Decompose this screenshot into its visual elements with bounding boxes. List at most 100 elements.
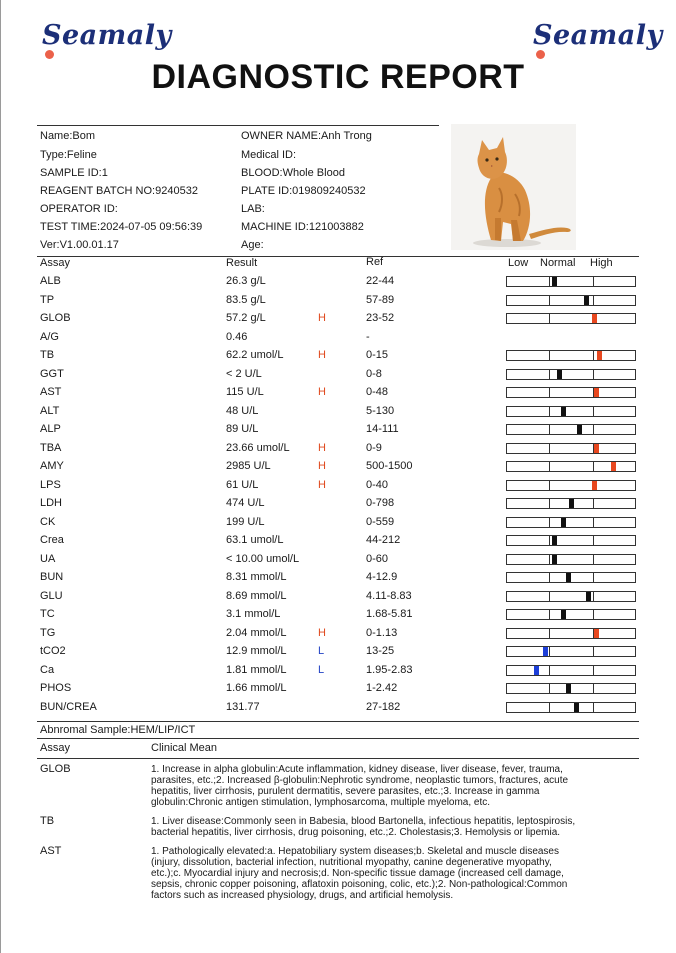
column-header-high: High [590,257,613,269]
assay-name: TP [40,293,55,306]
assay-name: BUN/CREA [40,700,97,713]
result-value: 3.1 mmol/L [226,608,281,620]
result-value: 8.69 mmol/L [226,589,287,602]
range-gauge [506,646,636,657]
gauge-divider [549,554,550,564]
assay-name: TG [40,626,56,639]
result-value: 8.31 mmol/L [226,571,287,583]
range-gauge [506,572,636,583]
range-gauge [506,424,636,435]
clinical-top-rule [37,738,639,739]
report-title: DIAGNOSTIC REPORT [151,58,525,96]
result-row: LDH 474 U/L 0-798 [0,495,676,513]
gauge-divider [593,702,594,712]
logo-text: Seamaly [533,20,663,51]
reference-range: 44-212 [366,534,401,546]
reference-range: 0-798 [366,497,395,509]
reference-range: 5-130 [366,404,395,417]
reference-range: 0-9 [366,441,382,454]
result-row: TC 3.1 mmol/L 1.68-5.81 [0,606,676,624]
result-value: 61 U/L [226,478,259,491]
reference-range: 1.95-2.83 [366,663,413,676]
gauge-divider [549,647,550,656]
gauge-marker [552,277,557,286]
assay-name: A/G [40,330,59,343]
reference-range: 22-44 [366,275,395,287]
gauge-divider [549,406,550,416]
reference-range: 23-52 [366,312,395,324]
gauge-marker [592,480,597,490]
clinical-mean-line: 1. Liver disease:Commonly seen in Babesi… [151,816,576,827]
result-value: 115 U/L [226,386,264,398]
gauge-divider [593,369,594,379]
clinical-header-assay: Assay [40,742,70,754]
gauge-divider [593,443,594,453]
reference-range: 0-60 [366,552,389,565]
assay-name: CK [40,515,56,528]
gauge-divider [593,462,594,471]
reference-range: 57-89 [366,293,395,306]
column-header-assay: Assay [40,257,70,269]
reference-range: 0-1.13 [366,626,398,639]
gauge-divider [593,406,594,416]
reference-range: 1-2.42 [366,682,398,694]
reference-range: 4-12.9 [366,571,398,583]
gauge-marker [586,591,591,601]
assay-name: TC [40,608,55,620]
result-flag: H [318,312,326,324]
info-top-rule [37,125,439,126]
assay-name: GLOB [40,312,71,324]
reference-range: 500-1500 [366,460,413,472]
result-row: TP 83.5 g/L 57-89 [0,292,676,310]
patient-name: Name:Bom [40,130,96,142]
result-value: 1.81 mmol/L [226,663,287,676]
sample-id: SAMPLE ID:1 [40,167,108,179]
clinical-mean-line: parasites, etc.;2. Increased β-globulin:… [151,775,569,786]
gauge-marker [574,702,579,712]
gauge-divider [593,517,594,527]
abnormal-sample: Abnromal Sample:HEM/LIP/ICT [40,724,196,736]
result-value: 474 U/L [226,497,265,509]
result-flag: H [318,386,326,398]
gauge-divider [549,462,550,471]
assay-name: ALP [40,423,61,435]
clinical-assay: TB [40,815,55,827]
result-value: 131.77 [226,700,260,713]
assay-name: ALB [40,275,61,287]
gauge-marker [561,610,566,619]
gauge-marker [594,388,599,397]
reference-range: 27-182 [366,700,401,713]
result-flag: H [318,626,326,639]
gauge-marker [594,628,599,638]
medical-id: Medical ID: [241,149,297,161]
gauge-divider [549,388,550,397]
gauge-divider [549,314,550,323]
clinical-mean-line: etc.);c. Myocardial injury and necrosis;… [151,868,564,879]
gauge-marker [566,573,571,582]
range-gauge [506,701,636,713]
gauge-divider [549,517,550,527]
patient-type: Type:Feline [40,149,97,161]
software-version: Ver:V1.00.01.17 [40,239,119,251]
range-gauge [506,368,636,380]
column-header-ref: Ref [366,256,384,268]
result-value: 199 U/L [226,515,265,528]
reference-range: 4.11-8.83 [366,589,412,602]
range-gauge [506,387,636,398]
gauge-divider [593,536,594,545]
result-row: TBA 23.66 umol/L H 0-9 [0,440,676,458]
brand-logo-right: Seamaly [533,20,663,59]
gauge-divider [593,351,594,360]
assay-name: tCO2 [40,645,66,657]
range-gauge [506,461,636,472]
gauge-divider [549,295,550,305]
reagent-batch: REAGENT BATCH NO:9240532 [40,185,198,197]
column-header-normal: Normal [540,257,576,269]
result-row: CK 199 U/L 0-559 [0,514,676,532]
gauge-divider [593,665,594,675]
gauge-divider [593,684,594,693]
range-gauge [506,553,636,565]
gauge-marker [592,314,597,323]
clinical-mean-line: 1. Increase in alpha globulin:Acute infl… [151,764,563,775]
assay-name: LDH [40,497,63,509]
